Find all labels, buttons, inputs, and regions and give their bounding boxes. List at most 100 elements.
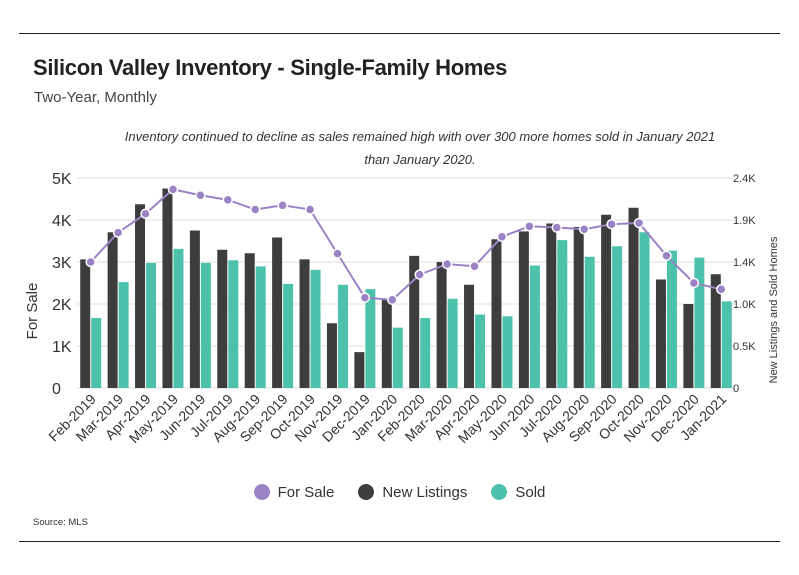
new-listings-bar <box>573 227 584 388</box>
sold-bar <box>91 318 102 388</box>
right-axis-tick-label: 1.0K <box>733 299 756 311</box>
right-axis-tick-label: 1.4K <box>733 257 756 269</box>
new-listings-bar <box>683 304 694 388</box>
sold-bar <box>392 327 403 388</box>
new-listings-bar <box>107 232 118 388</box>
source-note: Source: MLS <box>33 517 88 528</box>
for-sale-point <box>688 277 700 289</box>
sold-bar <box>420 318 431 388</box>
new-listings-bar <box>162 188 173 388</box>
for-sale-point <box>249 204 261 215</box>
new-listings-bar <box>409 255 420 388</box>
for-sale-point <box>140 208 151 219</box>
bottom-rule <box>19 541 780 542</box>
sold-bar <box>255 266 266 388</box>
sold-bar <box>310 269 321 388</box>
sold-bar <box>365 289 376 388</box>
chart-title: Silicon Valley Inventory - Single-Family… <box>33 55 508 80</box>
new-listings-bar <box>217 249 228 388</box>
legend-label-sold: Sold <box>515 483 546 501</box>
for-sale-point <box>277 200 288 211</box>
new-listings-bar <box>272 237 283 388</box>
new-listings-bar <box>546 223 557 388</box>
sold-bar <box>228 260 239 388</box>
new-listings-bar <box>354 352 365 388</box>
for-sale-point <box>633 217 645 229</box>
sold-bar <box>173 248 184 388</box>
for-sale-line <box>89 188 722 301</box>
sold-bar <box>502 316 513 388</box>
for-sale-point <box>469 260 480 272</box>
for-sale-point <box>661 250 672 261</box>
for-sale-point <box>222 194 234 206</box>
new-listings-bar <box>464 284 475 388</box>
for-sale-point <box>167 184 179 195</box>
left-axis-tick-label: 4K <box>52 213 72 230</box>
new-listings-bar <box>491 239 502 388</box>
left-axis-title: For Sale <box>24 283 41 340</box>
new-listings-bar <box>381 299 392 388</box>
for-sale-point <box>85 256 96 268</box>
for-sale-point <box>524 221 535 232</box>
sold-bar <box>721 301 732 388</box>
for-sale-point <box>496 231 508 243</box>
new-listings-bar <box>326 323 337 388</box>
new-listings-bar <box>628 207 639 388</box>
inventory-chart: 0 1K 2K 3K 4K 5K 0 0.5K 1.0K 1.4K 1.9K 2.4K For Sale… <box>24 171 780 446</box>
new-listings-bar <box>299 259 310 388</box>
sold-bar <box>557 240 568 388</box>
new-listings-bar <box>189 230 200 388</box>
right-axis-tick-label: 1.9K <box>733 215 756 227</box>
chart-subtitle: Two-Year, Monthly <box>34 89 157 106</box>
right-axis-tick-label: 2.4K <box>733 173 756 185</box>
sold-bar <box>200 262 211 388</box>
legend-item-for-sale: For Sale <box>253 483 335 501</box>
right-axis-tick-label: 0.5K <box>733 341 756 353</box>
new-listings-bar <box>710 274 721 388</box>
for-sale-point <box>578 223 590 235</box>
new-listings-bar <box>135 204 146 388</box>
left-axis-tick-label: 5K <box>52 171 72 188</box>
sold-bar <box>639 232 650 388</box>
left-axis-tick-label: 1K <box>52 339 72 356</box>
sold-bar <box>584 256 595 388</box>
sold-bar <box>447 298 458 388</box>
for-sale-point <box>414 269 425 280</box>
sold-bar <box>475 314 486 388</box>
left-axis-tick-label: 0 <box>52 381 61 398</box>
for-sale-point <box>441 258 453 270</box>
legend-label-for-sale: For Sale <box>277 483 335 501</box>
legend-item-sold: Sold <box>491 484 545 501</box>
for-sale-point <box>332 248 343 259</box>
new-listings-bar <box>601 214 612 388</box>
for-sale-point <box>359 292 371 303</box>
annotation-line-1: Inventory continued to decline as sales … <box>124 129 716 144</box>
for-sale-point <box>387 294 398 306</box>
sold-bar <box>694 257 705 388</box>
sold-bar <box>283 283 294 388</box>
legend-swatch-new-listings <box>358 484 375 500</box>
legend-swatch-for-sale <box>253 484 270 500</box>
new-listings-bar <box>244 253 255 388</box>
sold-bar <box>666 250 677 388</box>
left-axis-tick-label: 3K <box>52 255 72 272</box>
legend-item-new-listings: New Listings <box>358 484 467 501</box>
chart-legend: For Sale New Listings Sold <box>0 481 799 503</box>
new-listings-bar <box>436 262 447 388</box>
for-sale-point <box>112 227 124 238</box>
new-listings-bar <box>655 279 666 388</box>
new-listings-bar <box>80 259 91 388</box>
right-axis-title: New Listings and Sold Homes <box>768 236 780 383</box>
for-sale-point <box>304 204 316 215</box>
sold-bar <box>337 284 348 388</box>
for-sale-point <box>716 284 727 295</box>
sold-bar <box>529 265 540 388</box>
new-listings-bar <box>518 231 529 388</box>
sold-bar <box>612 246 623 388</box>
for-sale-point <box>195 189 206 201</box>
annotation-line-2: than January 2020. <box>364 152 476 167</box>
right-axis-tick-label: 0 <box>733 383 739 395</box>
legend-swatch-sold <box>491 484 508 500</box>
legend-label-new-listings: New Listings <box>382 483 468 501</box>
sold-bar <box>146 262 157 388</box>
